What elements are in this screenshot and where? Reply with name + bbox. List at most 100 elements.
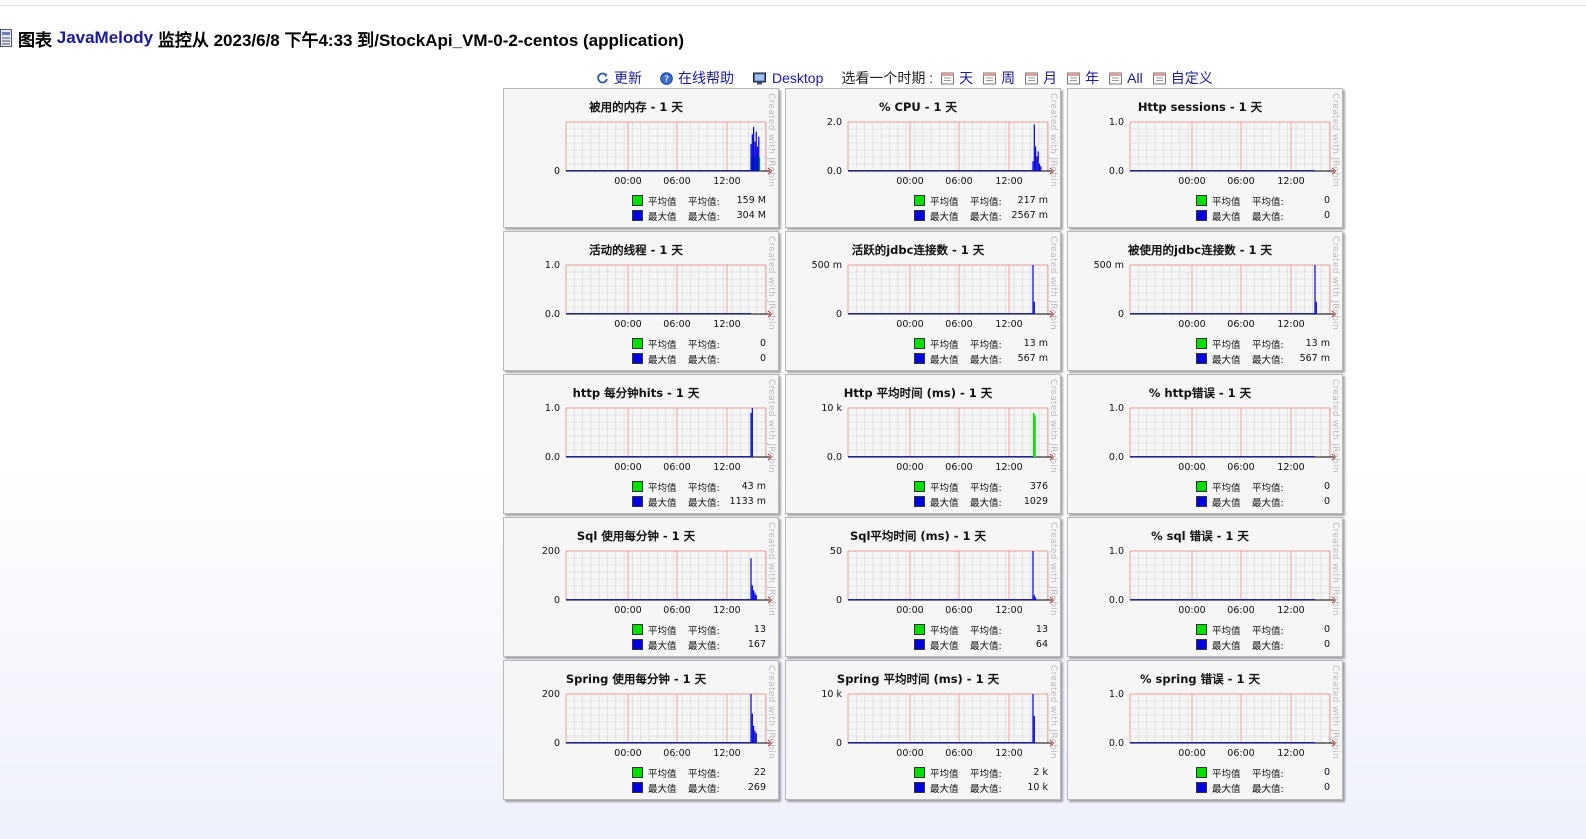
page-header: 图表 JavaMelody 监控从 2023/6/8 下午4:33 到/Stoc… [0,26,684,50]
chart-title: Http 平均时间 (ms) - 1 天 [843,386,993,400]
x-tick-label: 00:00 [896,748,923,759]
chart-panel[interactable]: 0.0 2.0 00:00 06:00 12:00 % CPU - 1 天 Created … [785,88,1061,228]
javamelody-link[interactable]: JavaMelody [56,28,154,47]
chart-panel[interactable]: 0 00:00 06:00 12:00 被用的内存 - 1 天 Created with … [503,88,779,228]
legend-value-max: 2567 m [1011,210,1048,221]
chart-panel[interactable]: 0 500 m 00:00 06:00 12:00 活跃的jdbc连接数 - 1 天 Cre… [785,231,1061,371]
legend-value-max: 269 [747,782,766,793]
help-link[interactable]: ? 在线帮助 [660,68,734,88]
period-link-5[interactable]: 自定义 [1152,68,1213,88]
period-link-2[interactable]: 月 [1025,68,1057,88]
legend-label-2: 平均值: [1252,625,1284,637]
chart-title: 活跃的jdbc连接数 - 1 天 [851,243,985,257]
svg-text:?: ? [664,75,669,85]
chart-panel[interactable]: 0 50 00:00 06:00 12:00 Sql平均时间 (ms) - 1 天 Crea… [785,517,1061,657]
x-axis-arrow [767,167,773,175]
chart-panel[interactable]: 0.0 1.0 00:00 06:00 12:00 活动的线程 - 1 天 Created … [503,231,779,371]
chart-panel[interactable]: 0.0 1.0 00:00 06:00 12:00 Http sessions - 1 天… [1067,88,1343,228]
chart-panel[interactable]: 0.0 1.0 00:00 06:00 12:00 % http错误 - 1 天 Creat… [1067,374,1343,514]
legend-swatch-max [632,782,643,793]
chart-panel[interactable]: 0.0 10 k 00:00 06:00 12:00 Http 平均时间 (ms) - 1… [785,374,1061,514]
chart-legend: 平均值 平均值: 376 最大值 最大值: 1029 [914,479,1048,509]
x-tick-label: 00:00 [614,748,641,759]
x-tick-label: 00:00 [896,462,923,473]
legend-label-2: 最大值: [1252,354,1284,366]
legend-value-avg: 0 [759,338,766,349]
legend-row-avg: 平均值 平均值: 13 m [914,336,1048,351]
x-axis-arrow [767,739,773,747]
help-icon: ? [660,71,673,85]
chart-title: % http错误 - 1 天 [1148,386,1252,400]
x-axis-arrow [1331,739,1337,747]
legend-label: 最大值 [930,783,959,795]
refresh-link[interactable]: 更新 [596,68,642,88]
chart-panel[interactable]: 0.0 1.0 00:00 06:00 12:00 http 每分钟hits - 1 天 C… [503,374,779,514]
legend-row-max: 最大值 最大值: 1029 [914,494,1048,509]
legend-label: 最大值 [1212,783,1241,795]
chart-panel[interactable]: 0.0 1.0 00:00 06:00 12:00 % spring 错误 - 1 天 Cr… [1067,660,1343,800]
chart-legend: 平均值 平均值: 217 m 最大值 最大值: 2567 m [914,193,1048,223]
legend-value-avg: 13 [1035,624,1048,635]
legend-swatch-max [1196,210,1207,221]
period-link-4[interactable]: All [1109,70,1143,86]
jrobin-watermark: Created with JRobin [1048,665,1058,760]
legend-label-2: 平均值: [688,768,720,780]
y-tick-label: 0 [554,738,560,749]
legend-label: 最大值 [648,354,677,366]
legend-swatch-max [914,496,925,507]
legend-swatch-avg [632,767,643,778]
chart-legend: 平均值 平均值: 0 最大值 最大值: 0 [632,336,766,366]
x-axis-arrow [767,310,773,318]
chart-svg: 0.0 1.0 00:00 06:00 12:00 [1109,546,1337,616]
chart-svg: 0.0 2.0 00:00 06:00 12:00 [827,117,1055,187]
legend-label: 平均值 [648,482,677,494]
legend-value-avg: 376 [1029,481,1048,492]
period-label-2: 月 [1043,70,1058,86]
legend-label: 最大值 [930,640,959,652]
x-tick-label: 00:00 [1178,748,1205,759]
x-tick-label: 00:00 [896,605,923,616]
legend-label-2: 平均值: [688,339,720,351]
legend-swatch-max [1196,353,1207,364]
legend-row-max: 最大值 最大值: 1133 m [632,494,766,509]
chart-svg: 0.0 1.0 00:00 06:00 12:00 [1109,117,1337,187]
x-tick-label: 06:00 [663,176,690,187]
legend-value-max: 304 M [736,210,766,221]
x-tick-label: 06:00 [945,748,972,759]
legend-value-max: 0 [1323,210,1330,221]
x-tick-label: 00:00 [614,319,641,330]
x-tick-label: 06:00 [1227,605,1254,616]
legend-label-2: 最大值: [970,354,1002,366]
chart-svg: 0 00:00 06:00 12:00 [554,121,773,187]
x-tick-label: 00:00 [1178,605,1205,616]
chart-panel[interactable]: 0 200 00:00 06:00 12:00 Spring 使用每分钟 - 1 天 Cre… [503,660,779,800]
legend-label: 最大值 [1212,354,1241,366]
calendar-month-icon [1025,72,1039,84]
chart-panel[interactable]: 0 10 k 00:00 06:00 12:00 Spring 平均时间 (ms) - 1… [785,660,1061,800]
legend-row-max: 最大值 最大值: 567 m [914,351,1048,366]
legend-row-max: 最大值 最大值: 0 [632,351,766,366]
x-tick-label: 12:00 [1277,462,1304,473]
legend-label: 平均值 [930,625,959,637]
y-tick-label: 500 m [812,260,842,271]
chart-panel[interactable]: 0 500 m 00:00 06:00 12:00 被使用的jdbc连接数 - 1 天 Cr… [1067,231,1343,371]
legend-value-avg: 159 M [736,195,766,206]
y-tick-label: 0.0 [1109,452,1124,463]
period-link-3[interactable]: 年 [1067,68,1099,88]
legend-label: 平均值 [930,339,959,351]
desktop-link[interactable]: Desktop [752,70,823,86]
period-label-3: 年 [1085,70,1100,86]
x-tick-label: 06:00 [1227,319,1254,330]
calendar-week-icon [983,72,997,84]
chart-panel[interactable]: 0 200 00:00 06:00 12:00 Sql 使用每分钟 - 1 天 Create… [503,517,779,657]
jrobin-watermark: Created with JRobin [1330,522,1340,617]
chart-panel[interactable]: 0.0 1.0 00:00 06:00 12:00 % sql 错误 - 1 天 Creat… [1067,517,1343,657]
help-label: 在线帮助 [678,70,734,86]
chart-legend: 平均值 平均值: 0 最大值 最大值: 0 [1196,479,1330,509]
legend-value-max: 0 [1323,496,1330,507]
x-tick-label: 06:00 [1227,462,1254,473]
y-tick-label: 0 [554,166,560,177]
chart-title: http 每分钟hits - 1 天 [572,386,700,400]
period-link-0[interactable]: 天 [941,68,973,88]
period-link-1[interactable]: 周 [983,68,1015,88]
